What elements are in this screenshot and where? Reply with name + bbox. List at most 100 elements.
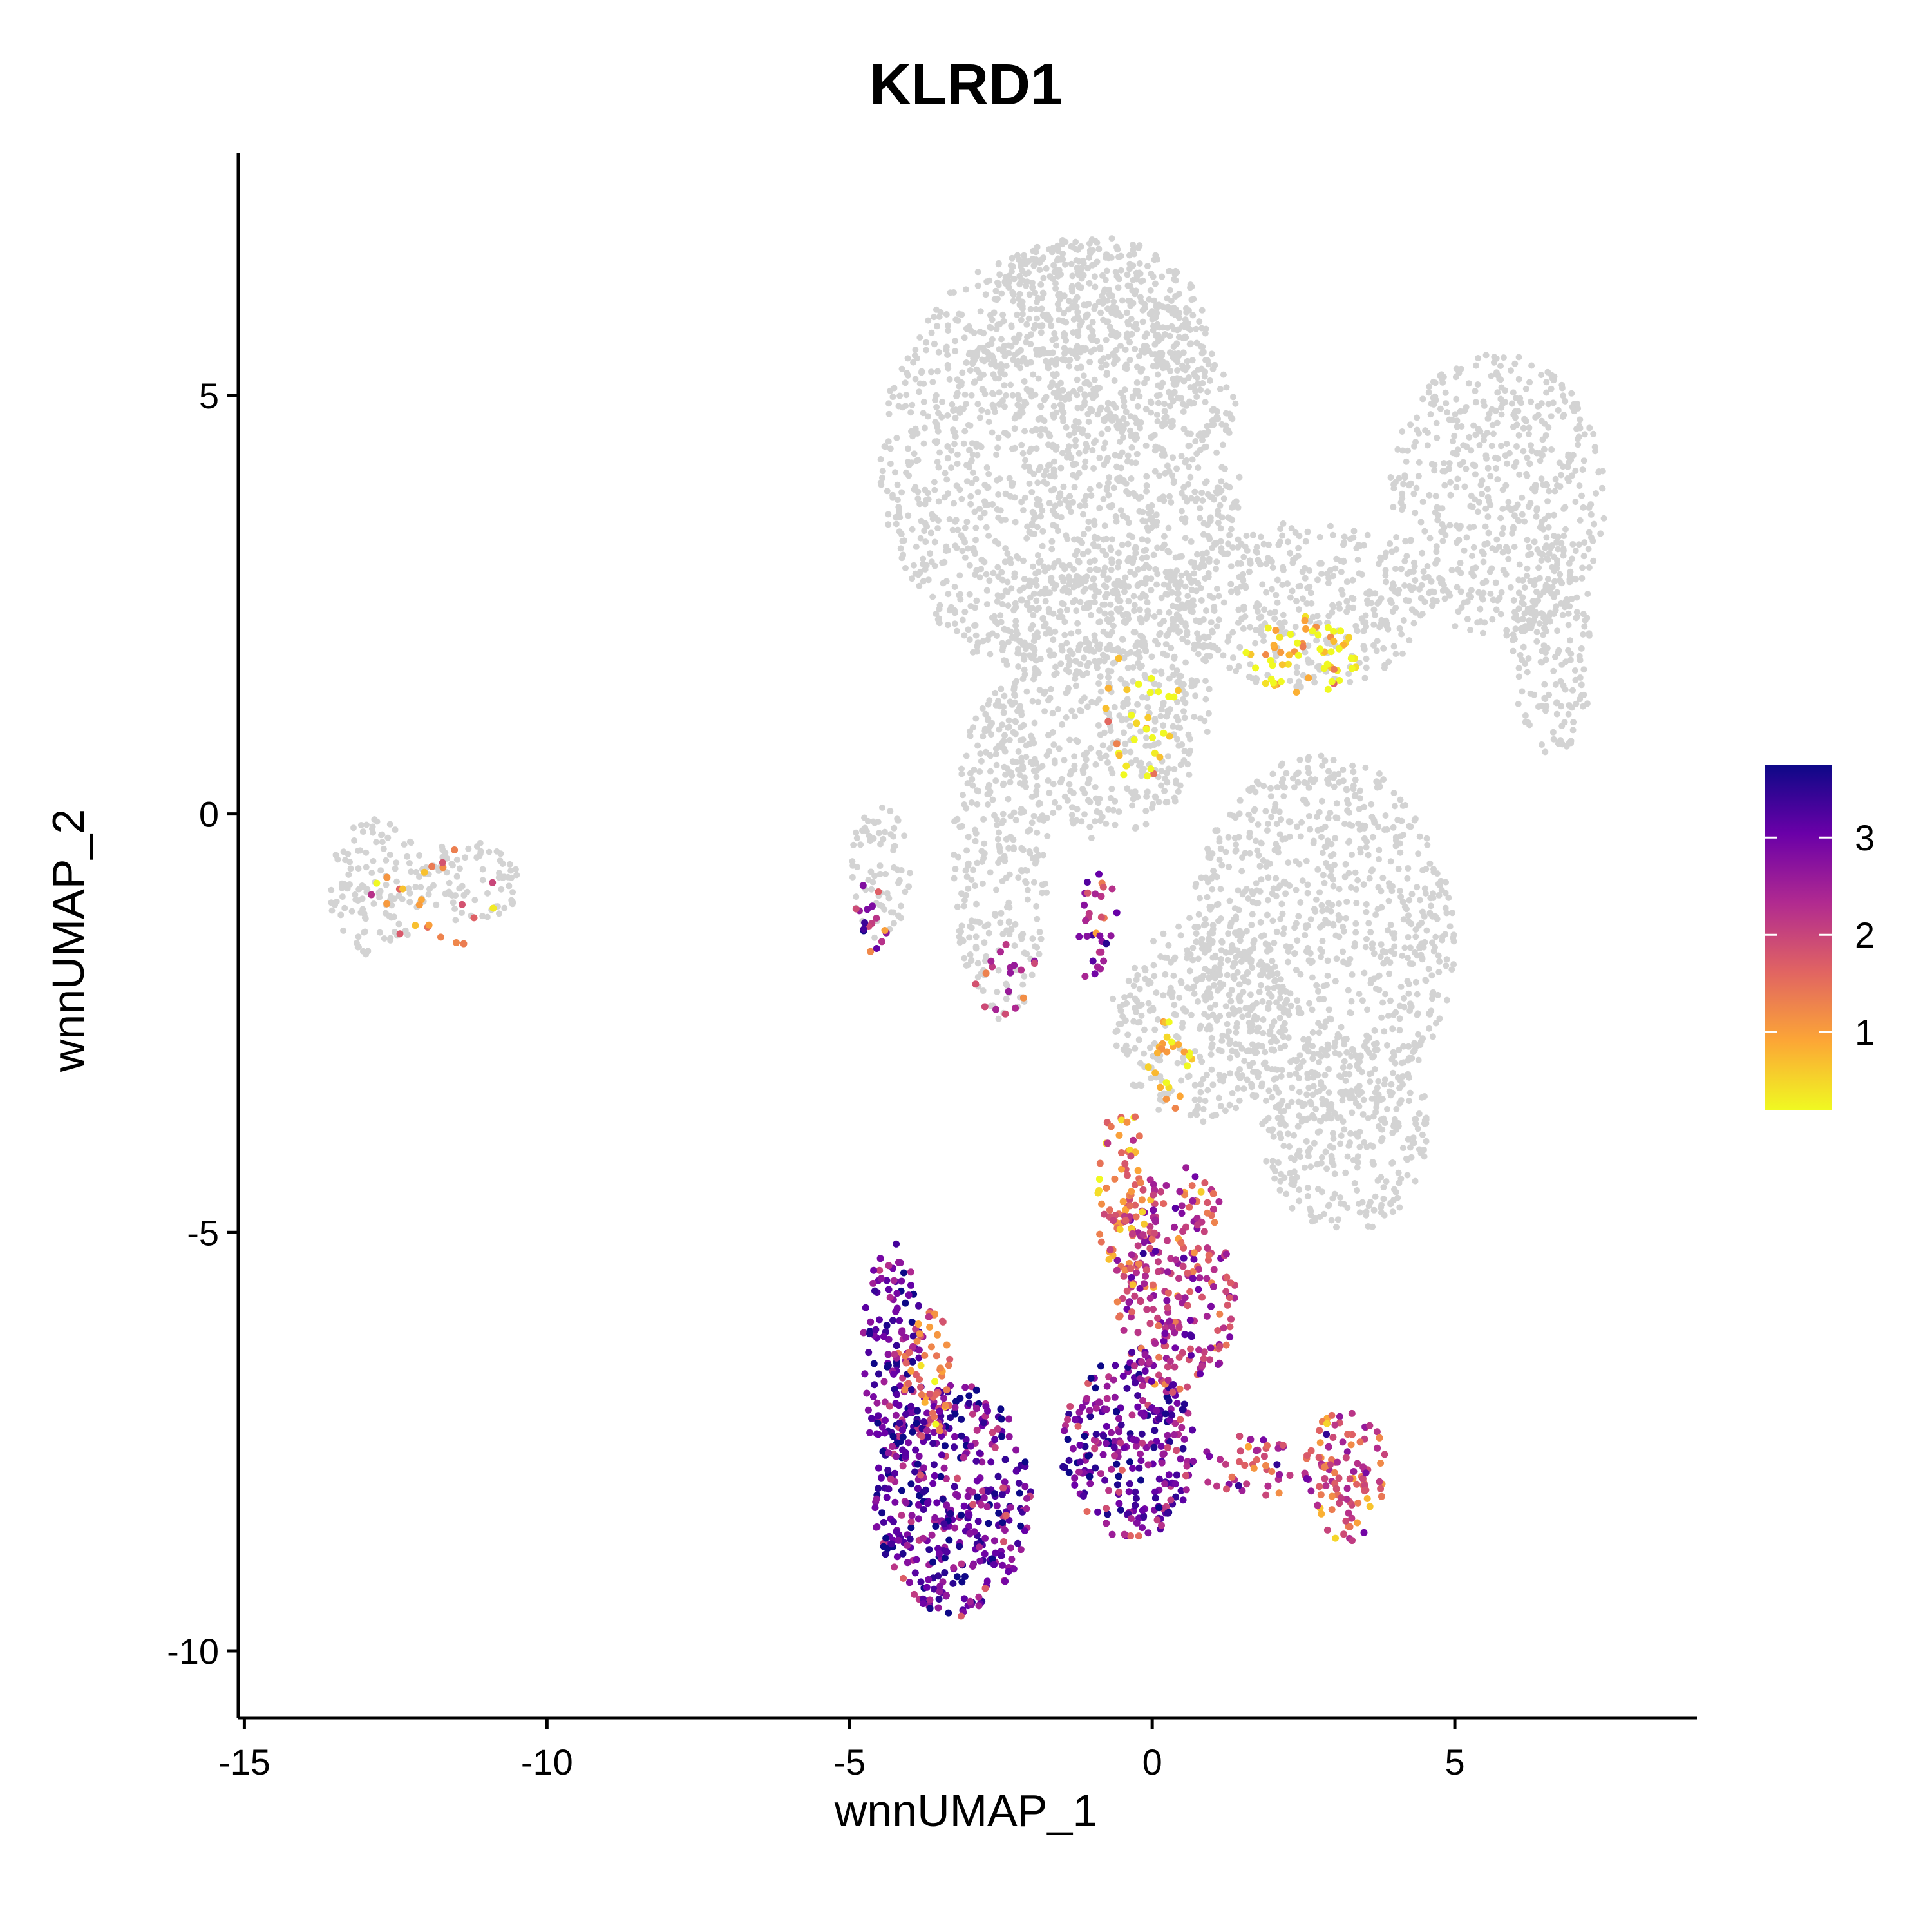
cell-point (1034, 495, 1041, 502)
cell-point (1577, 416, 1584, 423)
cell-point (1097, 346, 1104, 353)
cell-point (1379, 948, 1387, 955)
cell-point (1070, 329, 1077, 336)
cell-point (1287, 678, 1293, 685)
cell-point (1473, 362, 1479, 369)
cell-point (1327, 908, 1334, 915)
cell-point (1269, 770, 1276, 777)
cell-point (1186, 915, 1193, 922)
cell-point (1305, 642, 1312, 649)
cell-point (1168, 994, 1175, 1001)
cell-point (1424, 442, 1431, 449)
cell-point (1010, 298, 1017, 305)
cell-point (1184, 639, 1191, 646)
cell-point (1426, 535, 1434, 542)
cell-point (1347, 678, 1354, 685)
cell-point (1083, 314, 1090, 321)
cell-point (1302, 932, 1309, 938)
cell-point (1461, 483, 1468, 490)
cell-point (1424, 563, 1431, 569)
cell-point (1001, 403, 1008, 410)
cell-point (1308, 600, 1315, 607)
cell-point (1182, 583, 1189, 590)
cell-point (1307, 916, 1314, 923)
cell-point (1170, 723, 1177, 730)
cell-point (950, 428, 957, 435)
cell-point (1024, 599, 1031, 606)
cell-point (1280, 793, 1287, 800)
cell-point (1330, 573, 1337, 580)
cell-point (1086, 358, 1094, 365)
cell-point (1085, 419, 1092, 425)
cell-point (1025, 582, 1032, 589)
cell-point (1186, 463, 1192, 470)
cell-point (1119, 297, 1126, 304)
cell-point (1212, 954, 1219, 961)
cell-point (1215, 519, 1222, 526)
cell-point (1491, 354, 1498, 361)
cell-point (1397, 566, 1405, 573)
cell-point (1087, 334, 1094, 341)
cell-point (1105, 575, 1112, 582)
cell-point (916, 388, 923, 395)
cell-point (1593, 490, 1600, 497)
cell-point (1410, 620, 1417, 627)
cell-point (1159, 273, 1166, 280)
cell-point (1316, 1029, 1323, 1036)
cell-point (902, 565, 909, 571)
cell-point (1231, 835, 1238, 841)
cell-point (1034, 315, 1041, 322)
cell-point (1277, 915, 1284, 922)
cell-point (1286, 1143, 1293, 1150)
cell-point (1158, 670, 1165, 677)
cell-point (996, 389, 1003, 396)
cell-point (995, 434, 1002, 441)
cell-point (1263, 589, 1270, 596)
cell-point (1231, 905, 1238, 912)
cell-point (1461, 599, 1468, 606)
cell-point (1381, 664, 1388, 671)
cell-point (1003, 392, 1010, 399)
cell-point (1367, 1078, 1374, 1085)
cell-point (1293, 1058, 1300, 1065)
cell-point (1586, 632, 1593, 639)
cell-point (1033, 774, 1040, 781)
cell-point (1158, 768, 1165, 775)
cell-point (1337, 1140, 1344, 1147)
cell-point (1424, 841, 1431, 848)
cell-point (1338, 1024, 1345, 1031)
cell-point (1132, 493, 1139, 499)
cell-point (1256, 862, 1264, 870)
cell-point (1202, 368, 1209, 376)
cell-point (1110, 587, 1117, 595)
cell-point (1160, 722, 1167, 729)
cell-point (1304, 881, 1311, 888)
cell-point (1340, 767, 1347, 774)
cell-point (1363, 1032, 1370, 1039)
cell-point (976, 375, 983, 382)
cell-point (1455, 537, 1463, 544)
cell-point (1193, 325, 1200, 332)
cell-point (969, 469, 976, 476)
cell-point (1372, 590, 1379, 597)
cell-point (973, 567, 980, 574)
cell-point (1144, 263, 1151, 270)
cell-point (1394, 1074, 1401, 1081)
cell-point (1007, 555, 1014, 562)
cell-point (1573, 594, 1580, 601)
cell-point (1467, 627, 1474, 633)
cell-point (1340, 948, 1347, 955)
cell-point (1303, 857, 1310, 864)
cell-point (1070, 472, 1077, 479)
cell-point (1196, 1096, 1203, 1103)
cell-point (1574, 400, 1580, 407)
cell-point (1046, 433, 1054, 440)
cell-point (1039, 542, 1046, 549)
cell-point (1174, 678, 1181, 685)
cell-point (1265, 874, 1272, 881)
cell-point (1073, 737, 1079, 743)
cell-point (1538, 702, 1545, 709)
cell-point (902, 379, 909, 386)
cell-point (1205, 710, 1212, 717)
cell-point (1264, 821, 1271, 827)
